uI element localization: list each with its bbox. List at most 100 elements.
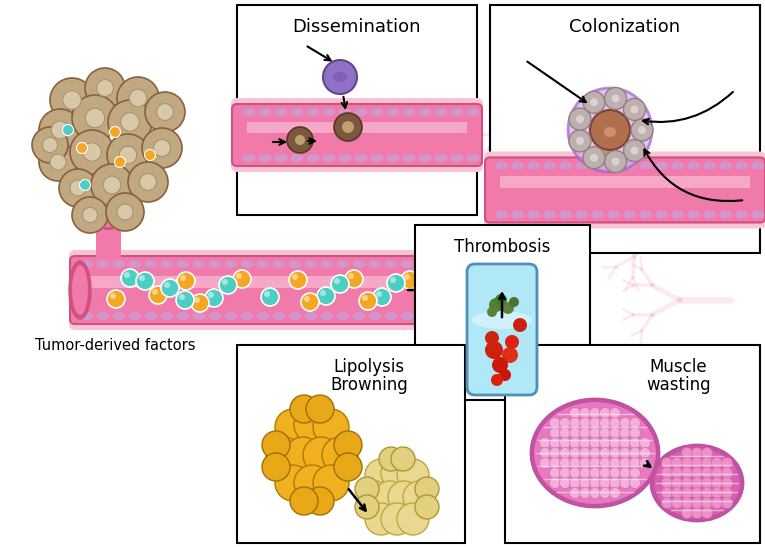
Circle shape (50, 78, 94, 122)
FancyBboxPatch shape (505, 345, 760, 543)
Circle shape (418, 294, 424, 300)
Circle shape (590, 487, 601, 498)
Circle shape (404, 274, 410, 280)
Ellipse shape (416, 260, 429, 268)
Circle shape (630, 428, 640, 439)
Circle shape (580, 478, 591, 488)
Circle shape (620, 447, 630, 458)
Circle shape (569, 487, 581, 498)
Circle shape (682, 508, 692, 519)
Circle shape (610, 468, 620, 479)
Circle shape (397, 503, 429, 535)
Ellipse shape (353, 312, 366, 320)
Circle shape (610, 447, 620, 458)
Circle shape (432, 291, 438, 297)
Circle shape (569, 478, 581, 488)
Circle shape (489, 298, 503, 312)
Circle shape (376, 291, 382, 297)
Circle shape (403, 481, 435, 513)
Circle shape (222, 279, 228, 285)
Circle shape (580, 447, 591, 458)
Ellipse shape (275, 108, 288, 116)
Circle shape (219, 276, 237, 294)
Circle shape (487, 307, 497, 317)
Ellipse shape (401, 312, 414, 320)
Circle shape (121, 269, 139, 287)
Circle shape (583, 91, 605, 113)
Circle shape (580, 487, 591, 498)
Circle shape (322, 437, 358, 473)
Circle shape (600, 468, 610, 479)
Ellipse shape (720, 161, 733, 170)
Circle shape (702, 508, 712, 519)
Circle shape (559, 438, 571, 449)
Circle shape (549, 447, 561, 458)
Ellipse shape (323, 154, 336, 162)
Circle shape (499, 369, 511, 381)
Circle shape (630, 106, 639, 113)
Circle shape (275, 465, 311, 501)
Circle shape (549, 438, 561, 449)
Circle shape (630, 478, 640, 488)
Ellipse shape (543, 161, 556, 170)
Circle shape (59, 169, 97, 207)
Circle shape (711, 457, 722, 468)
Circle shape (721, 468, 733, 479)
Circle shape (145, 92, 185, 132)
Ellipse shape (321, 312, 334, 320)
Circle shape (157, 103, 174, 120)
Circle shape (590, 468, 601, 479)
Circle shape (630, 417, 640, 428)
Circle shape (580, 428, 591, 439)
Ellipse shape (337, 312, 350, 320)
Circle shape (96, 80, 113, 96)
Circle shape (117, 77, 159, 119)
Circle shape (176, 291, 194, 309)
Circle shape (559, 478, 571, 488)
Circle shape (39, 143, 77, 181)
Circle shape (702, 478, 712, 488)
Circle shape (600, 447, 610, 458)
Circle shape (620, 428, 630, 439)
FancyBboxPatch shape (69, 250, 496, 330)
Ellipse shape (496, 161, 509, 170)
Text: Colonization: Colonization (569, 18, 681, 36)
Circle shape (630, 457, 640, 468)
Circle shape (342, 121, 354, 133)
Circle shape (262, 431, 290, 459)
Ellipse shape (607, 161, 620, 170)
Circle shape (692, 468, 702, 479)
Ellipse shape (656, 211, 669, 218)
Ellipse shape (272, 260, 285, 268)
Text: Browning: Browning (330, 376, 408, 394)
Ellipse shape (448, 312, 461, 320)
Circle shape (610, 438, 620, 449)
Circle shape (83, 207, 98, 223)
Circle shape (139, 173, 156, 190)
Circle shape (70, 130, 114, 174)
Circle shape (569, 417, 581, 428)
Circle shape (569, 447, 581, 458)
Ellipse shape (496, 211, 509, 218)
Circle shape (682, 498, 692, 509)
Circle shape (631, 119, 653, 141)
Circle shape (374, 481, 406, 513)
Circle shape (119, 146, 137, 164)
Circle shape (692, 478, 702, 488)
Circle shape (295, 135, 305, 145)
Ellipse shape (288, 312, 301, 320)
Circle shape (600, 408, 610, 418)
Circle shape (692, 487, 702, 498)
Circle shape (136, 272, 154, 290)
Circle shape (306, 395, 334, 423)
Circle shape (610, 457, 620, 468)
Circle shape (580, 457, 591, 468)
Circle shape (381, 503, 413, 535)
Circle shape (623, 139, 646, 161)
Ellipse shape (688, 211, 701, 218)
Circle shape (470, 280, 486, 296)
Ellipse shape (259, 154, 272, 162)
Circle shape (590, 447, 601, 458)
Circle shape (72, 197, 108, 233)
Circle shape (505, 335, 519, 349)
